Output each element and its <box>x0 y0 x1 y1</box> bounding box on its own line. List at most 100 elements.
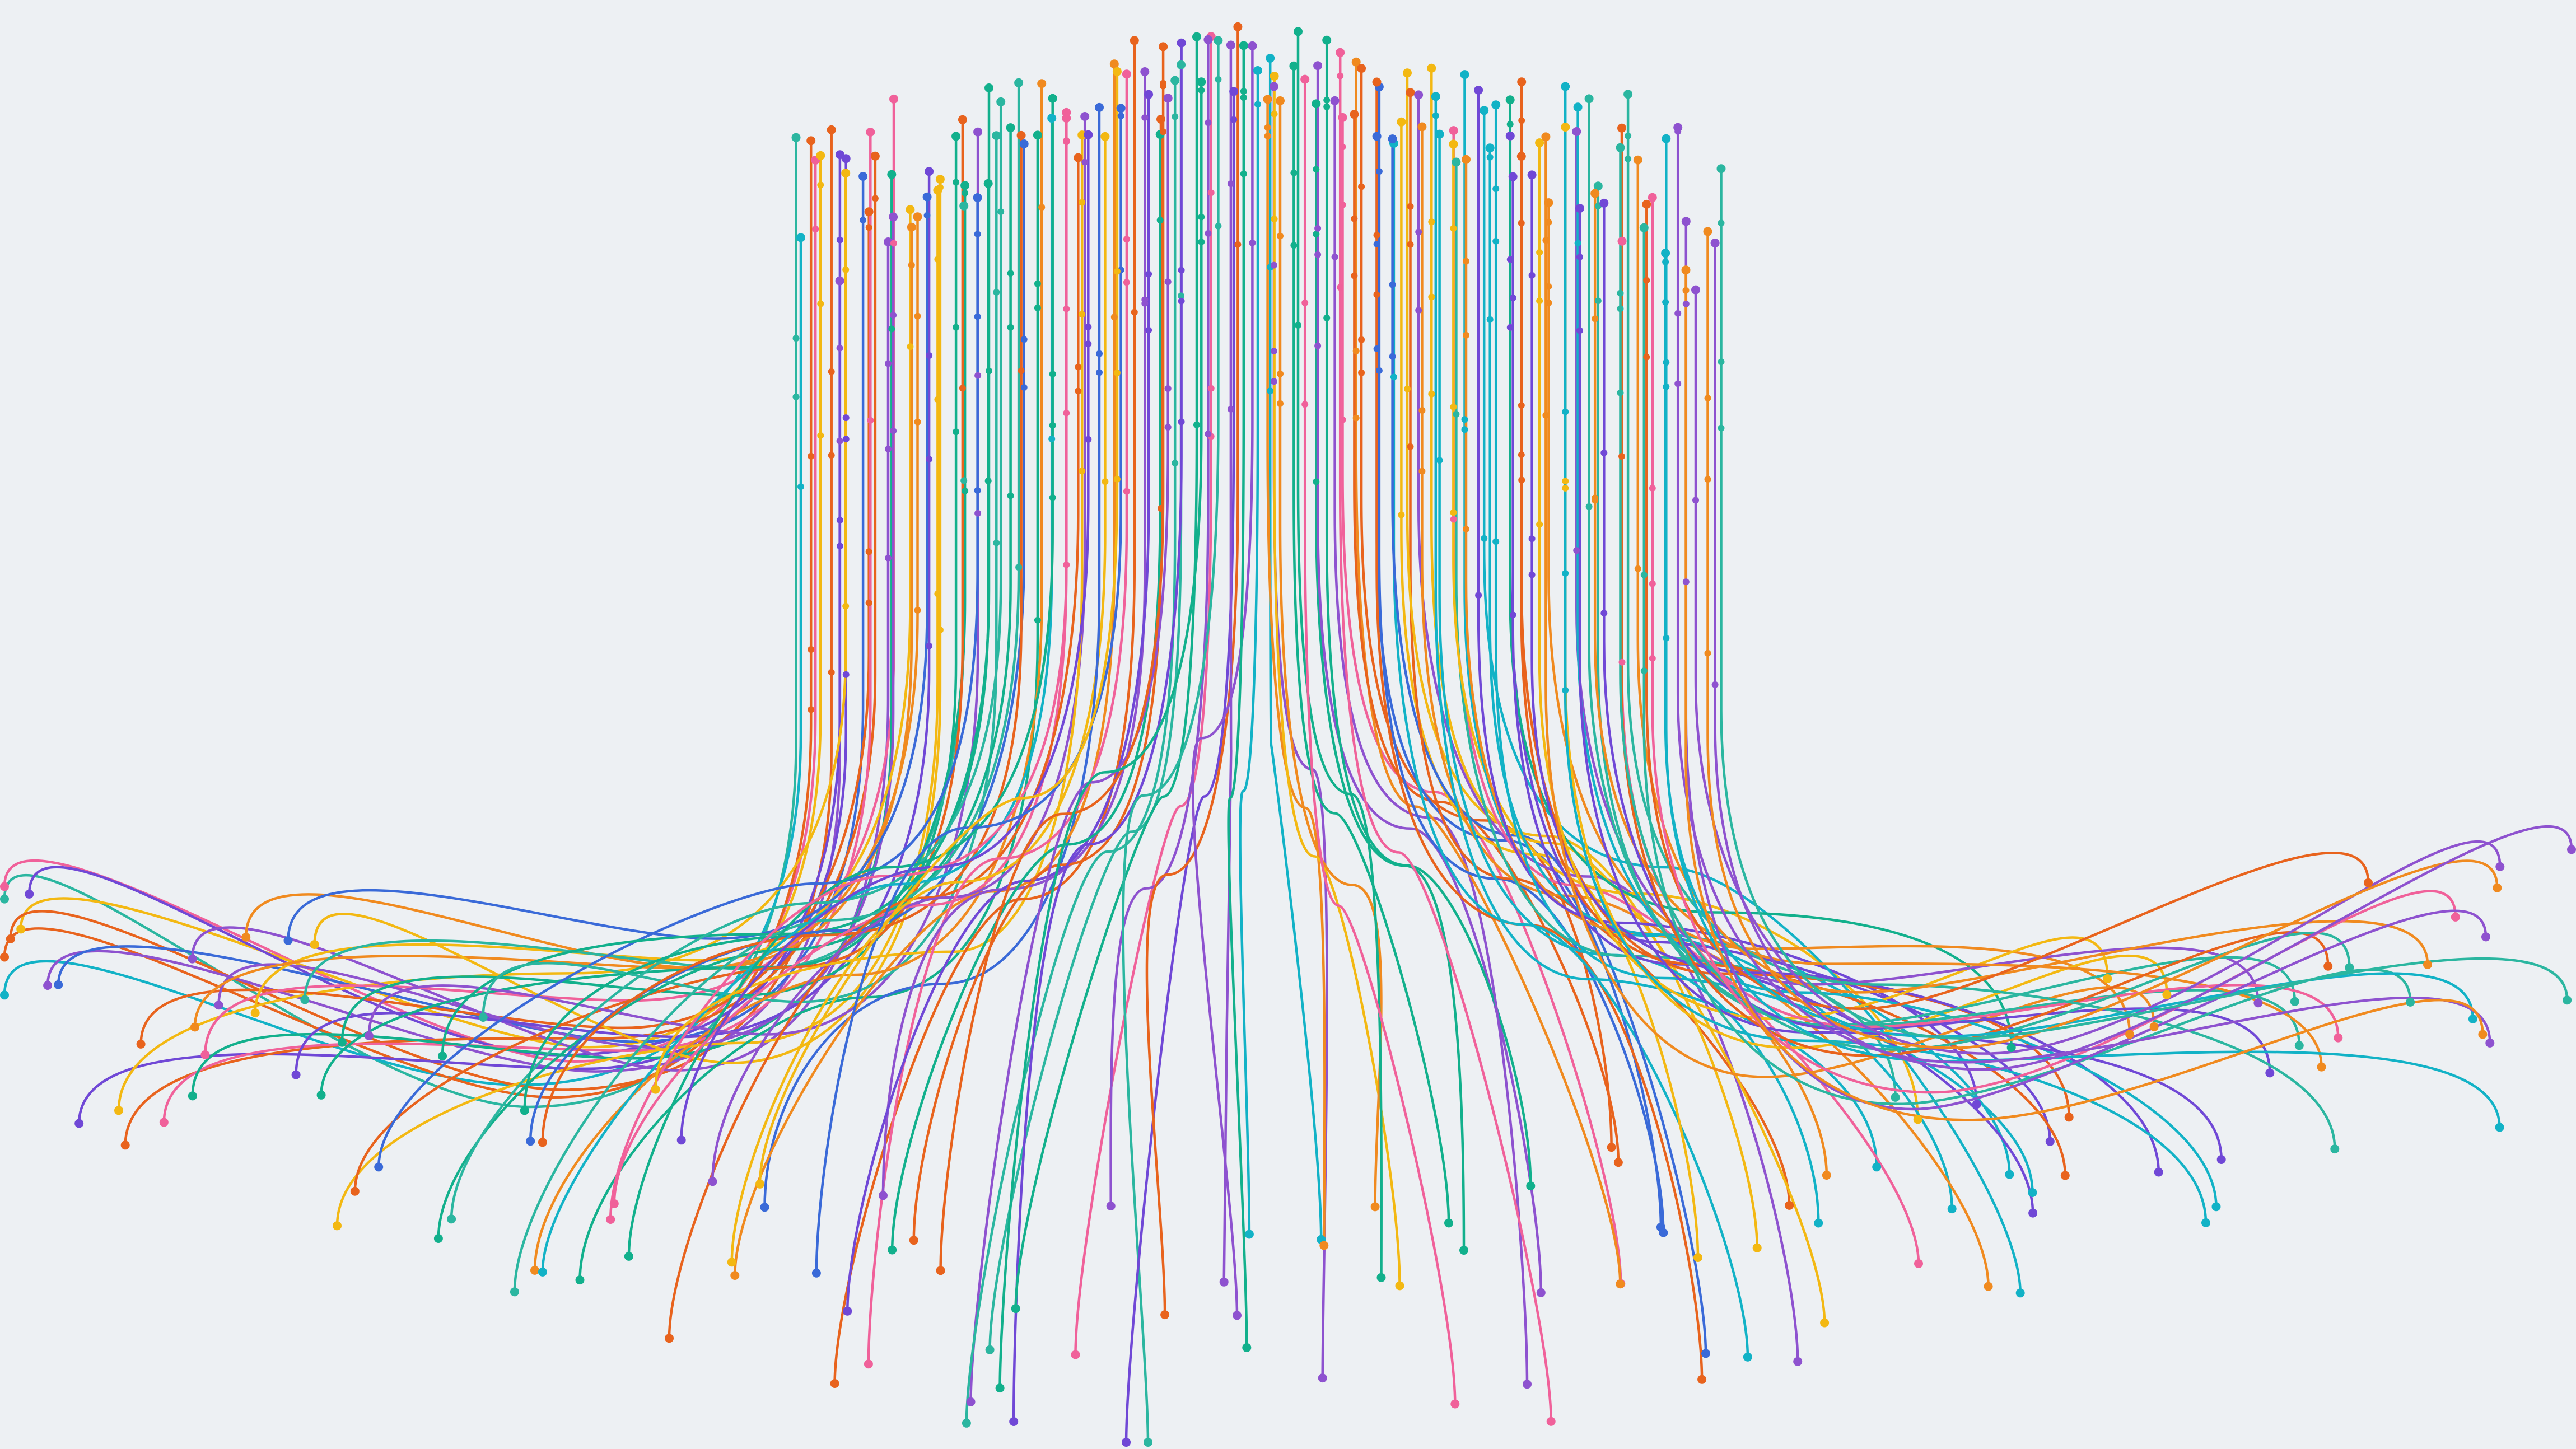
line-mid-dot <box>817 181 824 189</box>
line-end-dot <box>2103 974 2112 983</box>
line-mid-dot <box>1418 407 1426 414</box>
flow-line <box>680 133 1090 1142</box>
line-mid-dot <box>1034 280 1041 287</box>
line-mid-dot <box>1290 242 1298 249</box>
line-mid-dot <box>1649 580 1656 587</box>
line-end-dot <box>2345 963 2354 973</box>
line-end-dot <box>1037 79 1047 88</box>
line-end-dot <box>676 1135 686 1145</box>
line-end-dot <box>1427 63 1436 73</box>
line-mid-dot <box>1545 283 1552 290</box>
line-end-dot <box>1226 40 1235 50</box>
line-end-dot <box>922 192 932 202</box>
line-end-dot <box>936 1266 945 1275</box>
line-end-dot <box>0 990 9 1000</box>
line-mid-dot <box>836 437 843 445</box>
flow-line <box>1621 240 2340 1039</box>
line-mid-dot <box>885 360 892 367</box>
line-end-dot <box>1071 1350 1080 1359</box>
line-end-dot <box>1616 1279 1625 1289</box>
flow-line <box>1684 268 2484 1121</box>
line-end-dot <box>1048 94 1057 103</box>
line-end-dot <box>1661 249 1670 258</box>
line-end-dot <box>291 1070 301 1079</box>
line-end-dot <box>907 222 916 232</box>
flow-line <box>1375 135 1663 1229</box>
line-end-dot <box>2290 997 2299 1006</box>
line-mid-dot <box>1674 128 1682 135</box>
flow-line <box>3 139 813 1099</box>
line-end-dot <box>959 201 969 211</box>
line-mid-dot <box>1034 616 1041 624</box>
line-end-dot <box>1617 236 1627 246</box>
line-mid-dot <box>1113 369 1121 376</box>
line-mid-dot <box>1492 185 1500 193</box>
line-end-dot <box>1313 61 1323 71</box>
flow-line <box>1706 230 2499 1049</box>
line-end-dot <box>478 1013 488 1022</box>
line-mid-dot <box>808 646 815 653</box>
line-end-dot <box>1019 139 1029 148</box>
line-mid-dot <box>885 554 892 562</box>
line-mid-dot <box>1600 449 1608 456</box>
line-mid-dot <box>1339 416 1346 423</box>
line-end-dot <box>1080 112 1090 121</box>
line-mid-dot <box>1509 611 1516 619</box>
line-end-dot <box>2495 862 2505 871</box>
line-mid-dot <box>1428 390 1435 398</box>
flow-line <box>1620 127 2330 1057</box>
line-end-dot <box>1814 1218 1823 1228</box>
line-end-dot <box>1116 104 1126 113</box>
line-end-dot <box>364 1031 374 1040</box>
line-mid-dot <box>974 231 981 238</box>
line-mid-dot <box>1634 565 1641 572</box>
line-end-dot <box>2317 1062 2326 1072</box>
flow-line <box>335 189 939 1227</box>
flow-line <box>1353 113 1620 1164</box>
line-end-dot <box>984 83 993 92</box>
line-mid-dot <box>1618 453 1625 460</box>
line-end-dot <box>1370 1202 1380 1212</box>
flow-line <box>833 39 1136 1385</box>
line-end-dot <box>1242 1343 1252 1352</box>
flow-line <box>730 135 1107 1264</box>
line-mid-dot <box>1156 217 1164 224</box>
flow-line <box>1564 85 2208 1224</box>
line-mid-dot <box>1207 385 1215 392</box>
flow-line <box>939 45 1165 1272</box>
line-end-dot <box>1122 1438 1131 1447</box>
line-mid-dot <box>1592 315 1599 322</box>
line-end-dot <box>887 170 897 179</box>
flow-line <box>1684 220 2488 1111</box>
line-mid-dot <box>836 517 843 524</box>
line-mid-dot <box>1205 119 1212 127</box>
line-mid-dot <box>1264 124 1271 131</box>
line-end-dot <box>1460 70 1469 80</box>
line-mid-dot <box>1313 231 1320 238</box>
line-end-dot <box>2481 932 2490 942</box>
line-end-dot <box>1659 1228 1668 1237</box>
line-end-dot <box>1289 61 1299 71</box>
line-end-dot <box>1785 1200 1794 1210</box>
line-mid-dot <box>842 436 850 443</box>
line-mid-dot <box>792 335 800 342</box>
line-mid-dot <box>1618 658 1626 666</box>
line-end-dot <box>16 924 26 934</box>
line-mid-dot <box>1254 101 1261 108</box>
line-mid-dot <box>1164 424 1172 431</box>
line-mid-dot <box>1240 94 1247 101</box>
flow-line <box>541 134 1023 1144</box>
line-end-dot <box>2567 845 2576 854</box>
line-end-dot <box>1239 41 1248 50</box>
line-mid-dot <box>1270 261 1277 269</box>
line-mid-dot <box>1290 169 1298 176</box>
line-mid-dot <box>907 343 914 350</box>
line-end-dot <box>2154 1167 2163 1177</box>
flow-line <box>1074 35 1212 1356</box>
line-end-dot <box>526 1137 535 1146</box>
flow-line <box>1509 134 2052 1143</box>
line-end-dot <box>730 1271 740 1280</box>
flow-line <box>969 97 1169 1404</box>
line-mid-dot <box>1358 369 1365 376</box>
line-mid-dot <box>890 240 897 247</box>
